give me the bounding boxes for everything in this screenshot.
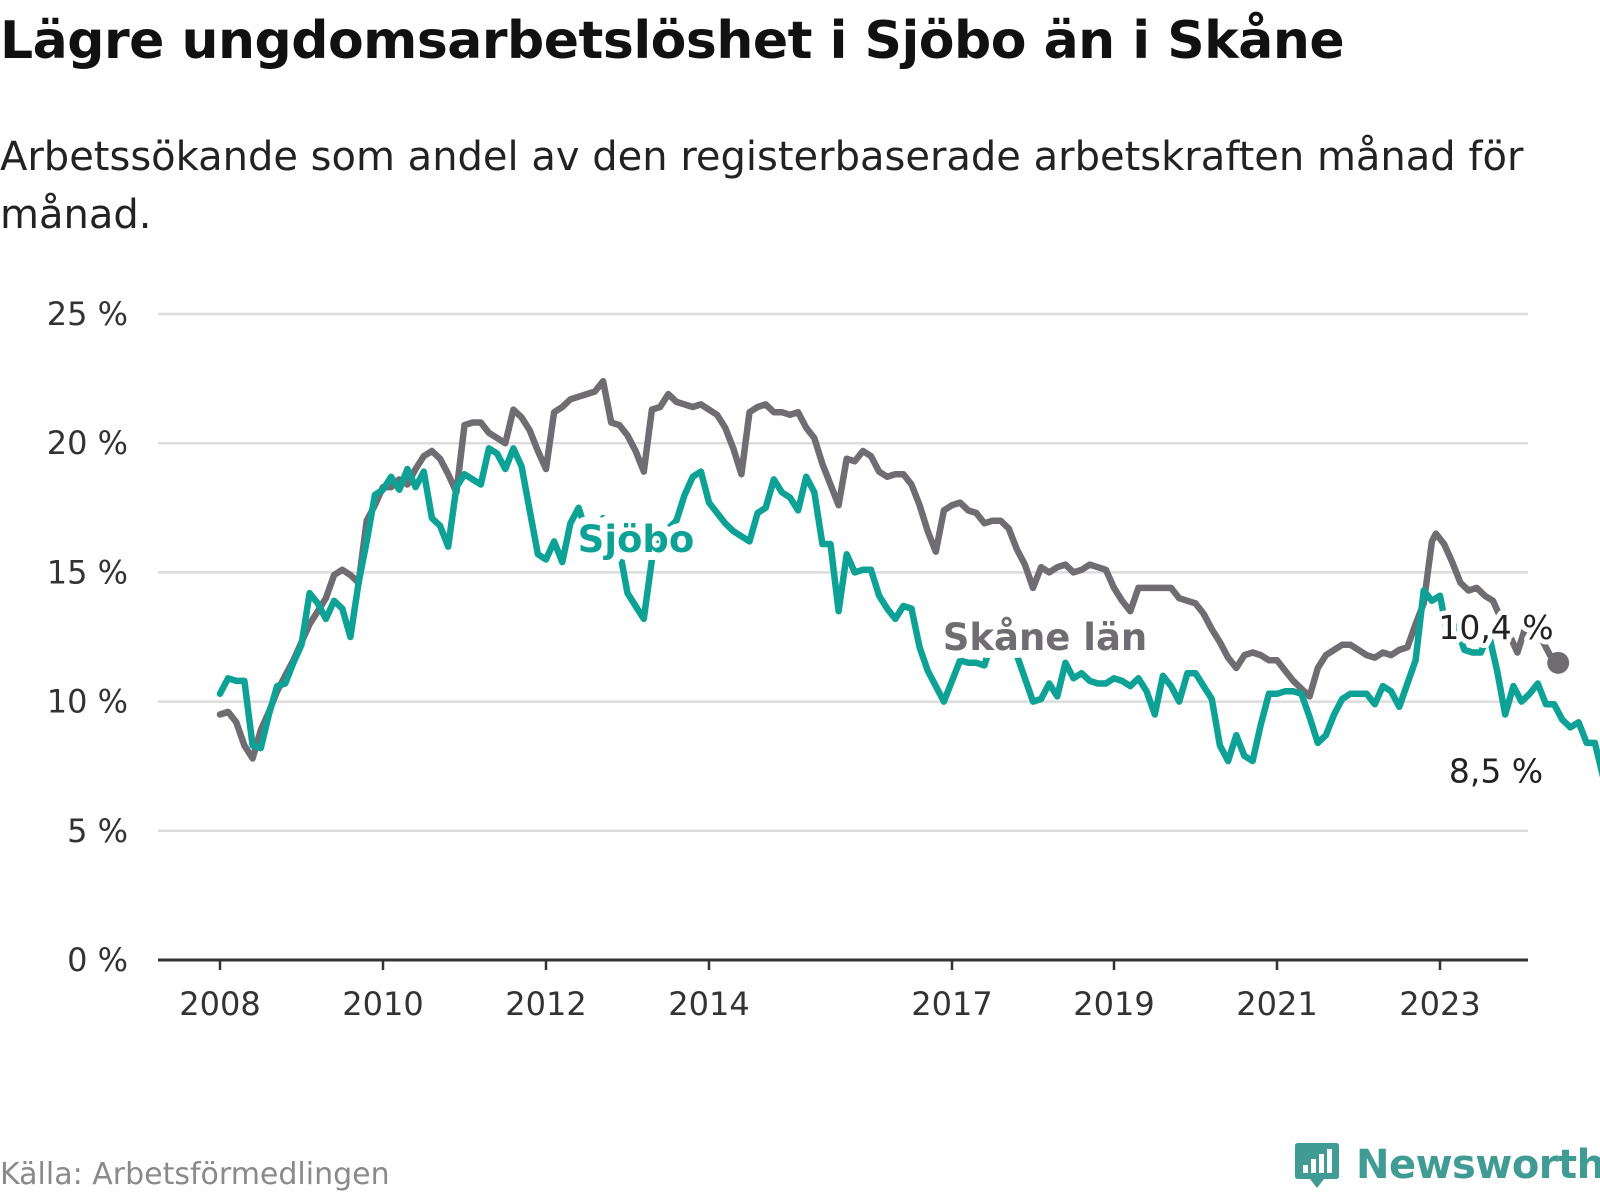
series-label-halo: Sjöbo (578, 518, 695, 561)
end-point-skane (1547, 651, 1570, 674)
end-markers: 10,4 %10,4 %8,5 %8,5 % (1433, 603, 1570, 795)
series-label-sjobo: Sjöbo (578, 518, 695, 561)
newsworthy-logo-icon (1295, 1143, 1339, 1188)
brand-logo: Newsworthy (1292, 1140, 1600, 1190)
chart-title: Lägre ungdomsarbetslöshet i Sjöbo än i S… (0, 11, 1345, 71)
source-note: Källa: Arbetsförmedlingen (0, 1157, 390, 1192)
x-tick-label: 2010 (342, 985, 423, 1023)
y-tick-label: 5 % (67, 812, 128, 850)
y-tick-label: 10 % (47, 683, 128, 721)
y-axis-ticks: 0 % 5 % 10 % 15 % 20 % 25 % (47, 295, 128, 979)
x-tick-label: 2008 (179, 985, 260, 1023)
y-tick-label: 0 % (67, 941, 128, 979)
grid-lines (158, 312, 1528, 833)
brand-name: Newsworthy (1356, 1142, 1600, 1188)
series-line-sjobo (216, 445, 1600, 778)
x-tick-label: 2012 (505, 985, 586, 1023)
x-tick-label: 2014 (668, 985, 749, 1023)
x-tick-label: 2023 (1399, 985, 1480, 1023)
y-tick-label: 15 % (47, 553, 128, 591)
series-label-skane: Skåne län (943, 616, 1148, 659)
end-label-skane: 10,4 % (1438, 608, 1553, 647)
end-label-halo: 10,4 % (1438, 608, 1553, 647)
series-label-halo: Skåne län (943, 616, 1148, 659)
x-tick-label: 2017 (911, 985, 992, 1023)
x-tick-label: 2021 (1236, 985, 1317, 1023)
end-label-sjobo: 8,5 % (1449, 751, 1543, 790)
chart-subtitle: Arbetssökande som andel av den registerb… (0, 134, 1524, 238)
x-axis: 2008 2010 2012 2014 2017 2019 2021 2023 (158, 958, 1528, 1023)
series-line-skane (216, 377, 1562, 762)
y-tick-label: 25 % (47, 295, 128, 333)
x-tick-label: 2019 (1073, 985, 1154, 1023)
y-tick-label: 20 % (47, 424, 128, 462)
series-lines (216, 377, 1600, 778)
end-label-halo: 8,5 % (1449, 751, 1543, 790)
